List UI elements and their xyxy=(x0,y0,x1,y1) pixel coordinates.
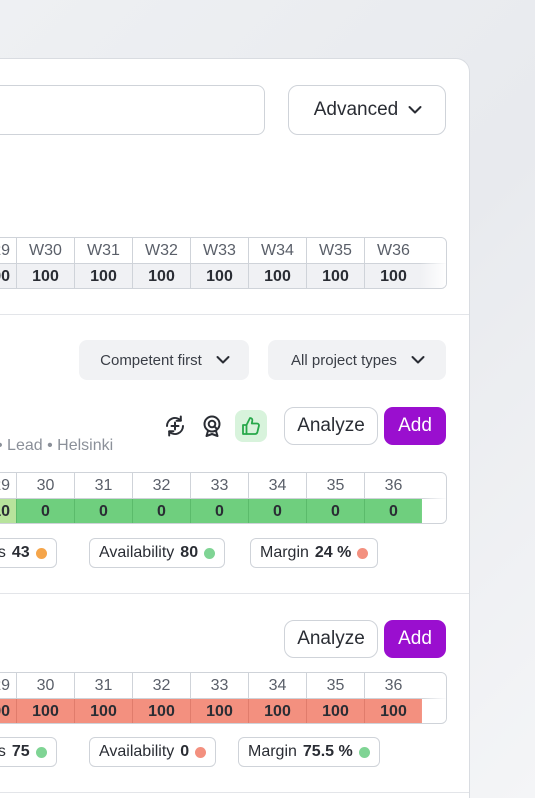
week-header: 30 xyxy=(16,673,74,698)
allocation-value: 100 xyxy=(74,699,132,723)
margin-chip: Margin 24 % xyxy=(250,538,379,568)
week-header: W35 xyxy=(306,238,364,263)
project-types-dropdown[interactable]: All project types xyxy=(268,340,446,380)
week-header: 29 xyxy=(0,477,10,494)
week-value: 100 xyxy=(248,264,306,288)
allocation-table: 29 30 31 32 33 34 35 36 100 100 100 100 … xyxy=(0,672,447,724)
week-header: W29 xyxy=(0,242,10,259)
week-header: 31 xyxy=(74,473,132,498)
add-button[interactable]: Add xyxy=(384,620,446,658)
chip-label: ess xyxy=(0,743,6,761)
allocation-value: 0 xyxy=(16,499,74,523)
week-header: 32 xyxy=(132,673,190,698)
chevron-down-icon xyxy=(216,354,230,366)
chip-value: 75 xyxy=(11,743,30,760)
analyze-button[interactable]: Analyze xyxy=(284,620,378,658)
candidates-panel: Advanced W29 W30 W31 W32 W33 W34 W35 W36… xyxy=(0,58,470,798)
allocation-value: 100 xyxy=(248,699,306,723)
week-header: 35 xyxy=(306,473,364,498)
week-value: 100 xyxy=(364,264,422,288)
skills-chip: ess 43 xyxy=(0,538,57,568)
allocation-value: 0 xyxy=(190,499,248,523)
week-value: 100 xyxy=(306,264,364,288)
week-header: 33 xyxy=(190,673,248,698)
chip-label: Margin xyxy=(248,743,297,760)
availability-chip: Availability 0 xyxy=(89,737,217,767)
chip-value: 80 xyxy=(180,544,199,561)
week-header: W31 xyxy=(74,238,132,263)
allocation-value: 0 xyxy=(306,499,364,523)
add-button[interactable]: Add xyxy=(384,407,446,445)
availability-chip: Availability 80 xyxy=(89,538,226,568)
week-header: 31 xyxy=(74,673,132,698)
allocation-value: 0 xyxy=(74,499,132,523)
advanced-label: Advanced xyxy=(313,99,399,120)
status-dot xyxy=(357,547,369,559)
week-header: 33 xyxy=(190,473,248,498)
week-value: 100 xyxy=(0,268,10,285)
skills-chip: ess 75 xyxy=(0,737,57,767)
allocation-value: 100 xyxy=(364,699,422,723)
allocation-value: 100 xyxy=(0,699,16,723)
status-dot xyxy=(195,746,207,758)
week-value: 100 xyxy=(16,264,74,288)
chevron-down-icon xyxy=(408,104,422,116)
chip-value: 24 % xyxy=(314,544,352,561)
allocation-table: 29 30 31 32 33 34 35 36 10 0 0 0 0 0 0 0 xyxy=(0,472,447,524)
allocation-value: 10 xyxy=(0,499,16,523)
week-value: 100 xyxy=(132,264,190,288)
chip-label: Margin xyxy=(260,544,309,561)
chip-label: Availability xyxy=(99,743,175,760)
week-value: 100 xyxy=(190,264,248,288)
section-divider xyxy=(0,792,469,793)
week-header: 34 xyxy=(248,473,306,498)
week-value: 100 xyxy=(74,264,132,288)
allocation-value: 100 xyxy=(306,699,364,723)
badge-search-icon[interactable] xyxy=(196,410,228,442)
status-dot xyxy=(35,547,47,559)
week-header: 29 xyxy=(0,677,10,694)
week-header: W30 xyxy=(16,238,74,263)
week-header: 30 xyxy=(16,473,74,498)
week-header: W33 xyxy=(190,238,248,263)
candidate-meta: • Lead • Helsinki xyxy=(0,437,114,454)
thumbs-up-icon[interactable] xyxy=(235,410,267,442)
allocation-value: 100 xyxy=(190,699,248,723)
margin-chip: Margin 75.5 % xyxy=(238,737,380,767)
chip-label: Availability xyxy=(99,544,175,561)
week-header: W34 xyxy=(248,238,306,263)
allocation-value: 0 xyxy=(132,499,190,523)
analyze-button[interactable]: Analyze xyxy=(284,407,378,445)
allocation-value: 0 xyxy=(248,499,306,523)
refresh-plus-icon[interactable] xyxy=(159,410,191,442)
section-divider xyxy=(0,593,469,594)
project-types-label: All project types xyxy=(291,351,397,369)
advanced-dropdown[interactable]: Advanced xyxy=(288,85,446,135)
sort-label: Competent first xyxy=(100,351,202,369)
week-header: W36 xyxy=(364,238,422,263)
allocation-value: 0 xyxy=(364,499,422,523)
sort-dropdown[interactable]: Competent first xyxy=(79,340,249,380)
week-capacity-table: W29 W30 W31 W32 W33 W34 W35 W36 100 100 … xyxy=(0,237,447,289)
week-header: 36 xyxy=(364,673,422,698)
chevron-down-icon xyxy=(411,354,425,366)
chip-value: 0 xyxy=(180,743,190,760)
week-header: 34 xyxy=(248,673,306,698)
chip-value: 75.5 % xyxy=(302,743,353,760)
section-divider xyxy=(0,314,469,315)
week-header: 36 xyxy=(364,473,422,498)
allocation-value: 100 xyxy=(132,699,190,723)
week-header: 32 xyxy=(132,473,190,498)
week-header: W32 xyxy=(132,238,190,263)
status-dot xyxy=(35,746,47,758)
allocation-value: 100 xyxy=(16,699,74,723)
chip-label: ess xyxy=(0,544,6,562)
status-dot xyxy=(358,746,370,758)
search-input[interactable] xyxy=(0,85,265,135)
week-header: 35 xyxy=(306,673,364,698)
chip-value: 43 xyxy=(11,544,30,561)
status-dot xyxy=(204,547,216,559)
